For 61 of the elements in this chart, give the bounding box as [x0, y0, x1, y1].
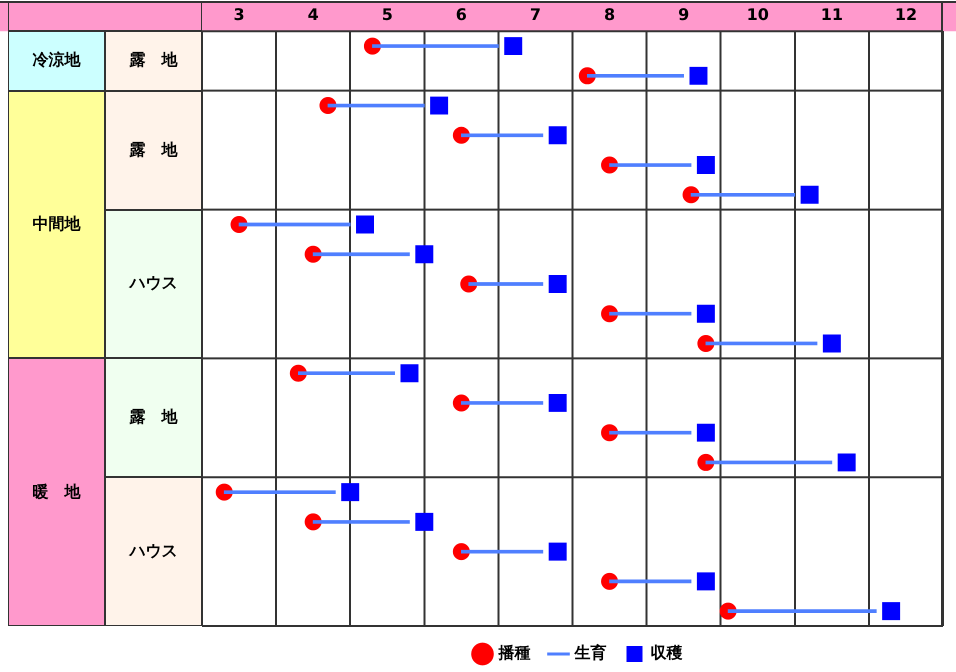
point	[400, 364, 418, 382]
point	[415, 512, 434, 531]
point	[696, 304, 715, 323]
bar	[238, 222, 351, 226]
bar	[690, 192, 796, 197]
legend-label: 播種	[498, 643, 530, 662]
bar	[706, 460, 832, 464]
point	[696, 572, 715, 590]
x-tick-label: 10	[746, 4, 769, 24]
point	[800, 186, 819, 204]
bar	[609, 163, 692, 167]
x-tick-label: 4	[308, 4, 319, 24]
text: ハウス	[105, 210, 202, 358]
bar	[609, 312, 692, 316]
legend-label: 収穫	[650, 643, 682, 662]
point	[696, 424, 715, 442]
x-tick-label: 7	[530, 4, 542, 24]
bar	[461, 550, 544, 554]
point	[882, 602, 900, 620]
legend-label: 生育	[574, 643, 606, 662]
text: 冷涼地	[8, 31, 105, 91]
bar	[461, 401, 544, 405]
point	[430, 96, 448, 115]
text: 露 地	[105, 31, 202, 91]
point	[548, 394, 567, 412]
bar	[706, 342, 818, 346]
point	[838, 453, 856, 472]
point	[415, 245, 434, 264]
bar	[312, 252, 410, 256]
point	[696, 156, 715, 174]
x-tick-label: 5	[382, 4, 393, 24]
text: 露 地	[105, 90, 202, 210]
bar	[609, 430, 692, 435]
bar	[609, 580, 692, 584]
text: ハウス	[105, 477, 202, 626]
bar	[372, 44, 499, 48]
x-tick-label: 11	[820, 4, 843, 24]
bar	[728, 609, 877, 613]
bar	[312, 520, 410, 524]
point	[341, 483, 360, 502]
point	[822, 334, 841, 352]
text: 暖 地	[8, 358, 105, 626]
point	[548, 275, 567, 293]
text: 中間地	[8, 90, 105, 358]
bar	[461, 133, 544, 138]
bar	[328, 104, 425, 108]
point	[689, 66, 708, 85]
bar	[586, 74, 684, 78]
text: 露 地	[105, 358, 202, 478]
point	[356, 216, 374, 234]
point	[548, 542, 567, 561]
x-tick-label: 8	[604, 4, 616, 24]
x-tick-label: 3	[233, 4, 245, 24]
bar	[298, 371, 395, 376]
bar	[468, 282, 544, 286]
x-tick-label: 6	[456, 4, 467, 24]
bar	[224, 490, 336, 494]
point	[548, 126, 567, 144]
x-tick-label: 9	[678, 4, 690, 24]
point	[504, 37, 522, 56]
x-tick-label: 12	[894, 4, 918, 24]
